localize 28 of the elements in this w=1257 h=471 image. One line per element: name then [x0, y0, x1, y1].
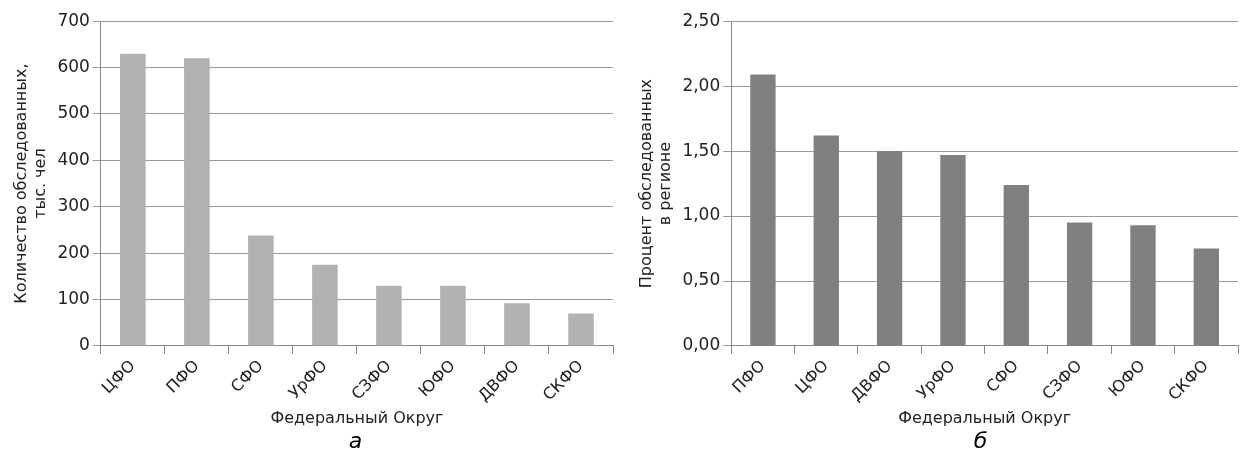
- y-tick-label: 500: [57, 102, 90, 123]
- x-axis-title: Федеральный Округ: [270, 407, 444, 427]
- bar: [120, 53, 146, 346]
- y-tick-label: 0,00: [682, 334, 721, 355]
- x-axis-title: Федеральный Округ: [898, 407, 1072, 427]
- y-axis-title: Количество обследованных, тыс. чел: [10, 63, 49, 304]
- y-tick-label: 0: [79, 334, 90, 355]
- bar: [184, 58, 210, 346]
- y-tick-label: 300: [57, 195, 90, 216]
- y-tick-label: 2,50: [682, 9, 721, 30]
- y-tick-label: 400: [57, 148, 90, 169]
- y-tick-label: 1,50: [682, 139, 721, 160]
- y-tick-label: 0,50: [682, 269, 721, 290]
- bar: [504, 303, 530, 346]
- y-tick-label: 200: [57, 241, 90, 262]
- y-tick-label: 700: [57, 9, 90, 30]
- y-tick-label: 2,00: [682, 74, 721, 95]
- y-tick-label: 600: [57, 56, 90, 77]
- bar: [440, 285, 466, 346]
- bar: [312, 264, 338, 346]
- y-tick-label: 1,00: [682, 204, 721, 225]
- text: а: [347, 428, 364, 453]
- text: б: [972, 428, 989, 453]
- bar: [568, 313, 594, 346]
- bar: [376, 285, 402, 346]
- bar: [248, 235, 274, 346]
- y-tick-label: 100: [57, 288, 90, 308]
- y-axis-title: Процент обследованных в регионе: [635, 78, 674, 289]
